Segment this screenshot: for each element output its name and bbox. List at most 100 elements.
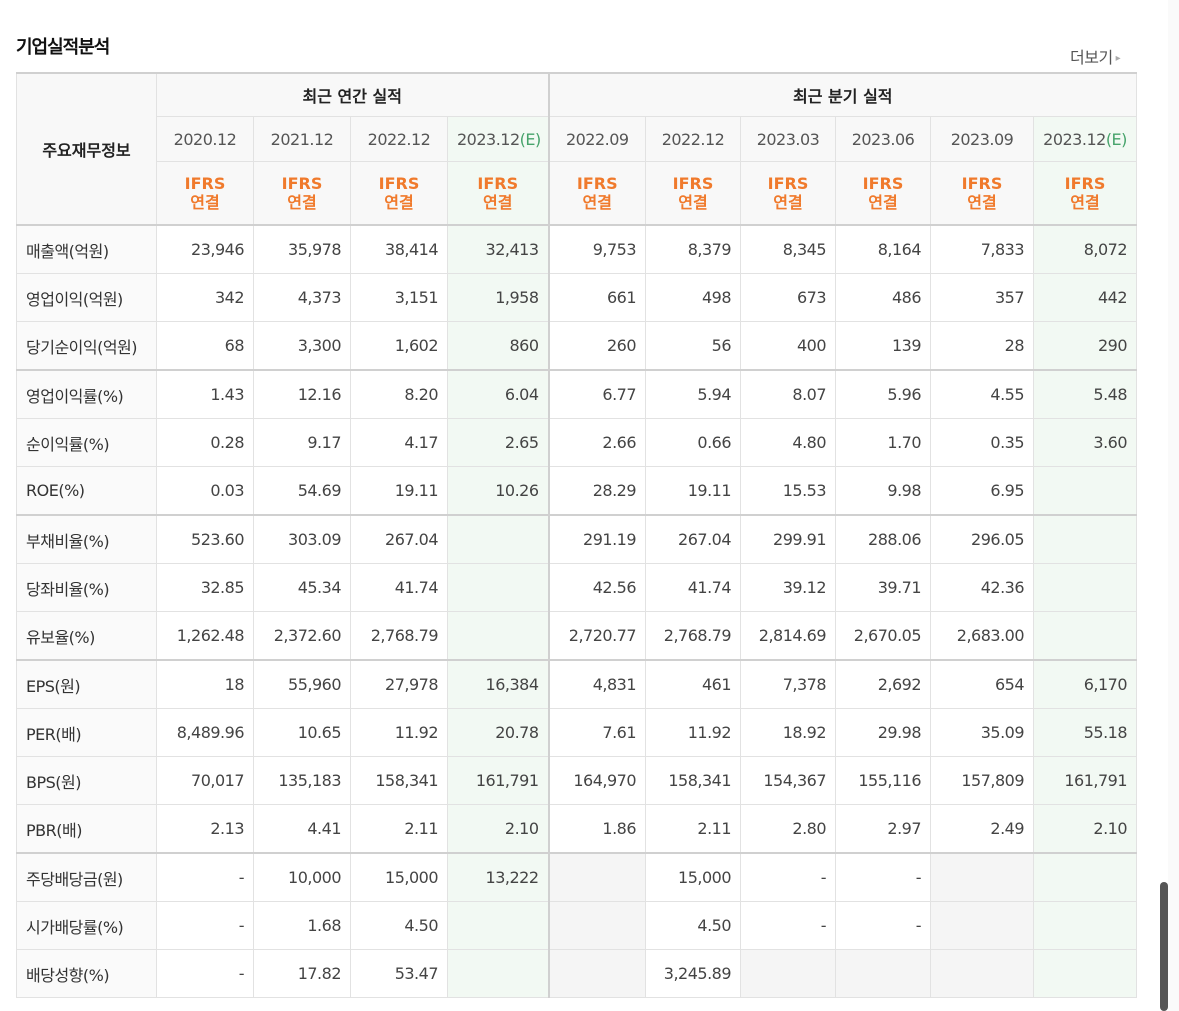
ifrs-line1: IFRS [672,174,714,193]
table-cell: 654 [930,659,1035,709]
table-cell: 10,000 [253,852,351,902]
table-cell: 2,814.69 [740,611,837,661]
table-cell: - [156,852,254,902]
table-cell: - [835,852,932,902]
ifrs-line1: IFRS [184,174,226,193]
table-cell [1033,611,1138,661]
table-cell [835,949,932,998]
table-cell: 161,791 [446,756,550,805]
table-row: BPS(원) 70,017 135,183 158,341 161,791 164,970… [16,756,1138,805]
table-row: 매출액(억원) 23,946 35,978 38,414 32,413 9,753 8,37… [16,224,1138,274]
header-row-ifrs: IFRS 연결 IFRS 연결 IFRS 연결 IFRS 연결 IFRS 연결 IFRS 연결 IFRS… [17,161,1138,226]
ifrs-line1: IFRS [477,174,519,193]
header-row-groups: 주요재무정보 최근 연간 실적 최근 분기 실적 [16,72,1138,226]
table-cell [1033,563,1138,612]
row-label: 주당배당금(원) [16,852,157,902]
table-cell: 2.97 [835,804,932,854]
table-cell: 1.70 [835,418,932,467]
table-cell: 3,151 [350,273,448,322]
table-cell [446,949,550,998]
more-link-label[interactable]: 더보기 [1070,48,1113,67]
row-label: BPS(원) [16,756,157,805]
more-link[interactable]: 더보기 ▸ [1070,44,1121,68]
table-cell [930,949,1035,998]
ifrs-line2: 연결 [1070,193,1100,212]
page-right-edge [1168,0,1179,1011]
table-row: PBR(배) 2.13 4.41 2.11 2.10 1.86 2.11 2.80 2.97 2.… [16,804,1138,854]
table-cell: 498 [645,273,742,322]
ifrs-line2: 연결 [773,193,803,212]
ifrs-badge: IFRS 연결 [547,161,647,226]
table-cell: 2,720.77 [547,611,647,661]
table-cell: 45.34 [253,563,351,612]
table-cell: 16,384 [446,659,550,709]
table-cell: 157,809 [930,756,1035,805]
table-cell: 28.29 [547,466,647,516]
table-cell [1033,466,1138,516]
section-title: 기업실적분석 [16,37,110,58]
ifrs-badge: IFRS 연결 [930,161,1035,226]
financial-summary-table: 주요재무정보 최근 연간 실적 최근 분기 실적 2020.12 2021.12 2022… [16,72,1138,998]
table-cell: 4,373 [253,273,351,322]
table-cell: 7.61 [547,708,647,757]
table-cell: 6.04 [446,369,550,419]
table-cell: 35.09 [930,708,1035,757]
table-cell: 303.09 [253,514,351,564]
table-cell: 661 [547,273,647,322]
table-cell: 2.80 [740,804,837,854]
period-label: 2023.12 [1043,129,1106,149]
table-cell: 2.11 [350,804,448,854]
table-cell: 13,222 [446,852,550,902]
table-cell: 4.50 [350,901,448,950]
table-cell: 3,245.89 [645,949,742,998]
table-cell [1033,852,1138,902]
table-cell: 56 [645,321,742,371]
table-row: 당기순이익(억원) 68 3,300 1,602 860 260 56 400 139 28 290 [16,321,1138,371]
chevron-right-icon: ▸ [1115,53,1121,64]
vertical-scrollbar[interactable] [1160,882,1168,1011]
table-cell: 4.55 [930,369,1035,419]
table-cell: 164,970 [547,756,647,805]
table-cell [547,852,647,902]
table-cell: 267.04 [350,514,448,564]
ifrs-line2: 연결 [190,193,220,212]
table-cell: 0.66 [645,418,742,467]
period-header: 2023.12(E) [1033,116,1138,162]
ifrs-line2: 연결 [868,193,898,212]
period-label: 2023.12 [457,129,520,149]
table-cell: 10.26 [446,466,550,516]
table-cell: 357 [930,273,1035,322]
table-cell: 1,262.48 [156,611,254,661]
table-cell: 860 [446,321,550,371]
table-cell: 4.17 [350,418,448,467]
table-cell: 2,670.05 [835,611,932,661]
table-cell: 296.05 [930,514,1035,564]
row-label: ROE(%) [16,466,157,516]
table-cell: 9.98 [835,466,932,516]
table-cell: 9,753 [547,224,647,274]
row-label: 순이익률(%) [16,418,157,467]
table-cell: 28 [930,321,1035,371]
ifrs-badge: IFRS 연결 [156,161,254,226]
table-cell: 19.11 [350,466,448,516]
table-cell: 2,372.60 [253,611,351,661]
table-row: 주당배당금(원) -10,000 15,000 13,222 15,000- - [16,852,1138,902]
row-label: 부채비율(%) [16,514,157,564]
row-header-title: 주요재무정보 [16,72,157,226]
row-label: 배당성향(%) [16,949,157,998]
ifrs-line1: IFRS [576,174,618,193]
table-cell: 1,602 [350,321,448,371]
table-cell: 8,072 [1033,224,1138,274]
table-cell: 23,946 [156,224,254,274]
table-cell: 12.16 [253,369,351,419]
ifrs-line2: 연결 [678,193,708,212]
table-cell: 6.95 [930,466,1035,516]
table-cell: 161,791 [1033,756,1138,805]
table-cell: 154,367 [740,756,837,805]
row-label: 매출액(억원) [16,224,157,274]
table-cell: 290 [1033,321,1138,371]
table-cell: 41.74 [350,563,448,612]
estimate-mark: (E) [1105,129,1128,149]
table-cell [446,514,550,564]
table-cell: 342 [156,273,254,322]
